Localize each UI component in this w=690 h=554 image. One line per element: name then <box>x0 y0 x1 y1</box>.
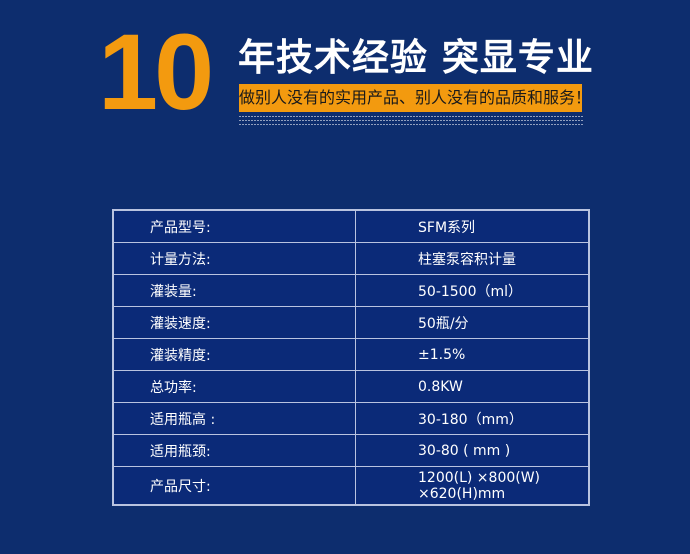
headline: 年技术经验 突显专业 <box>238 36 594 79</box>
spec-row: 产品尺寸: 1200(L) ×800(W) ×620(H)mm <box>112 466 590 506</box>
decorative-fine-text <box>239 116 584 128</box>
spec-label: 灌装量: <box>112 274 356 307</box>
spec-value: 30-80 ( mm ) <box>355 434 590 467</box>
spec-row: 灌装量: 50-1500（ml） <box>112 274 590 307</box>
spec-value: 50瓶/分 <box>355 306 590 339</box>
slogan-banner: 做别人没有的实用产品、别人没有的品质和服务！ <box>239 84 591 112</box>
spec-label: 灌装速度: <box>112 306 356 339</box>
spec-label: 总功率: <box>112 370 356 403</box>
spec-value: SFM系列 <box>355 209 590 243</box>
spec-row: 计量方法: 柱塞泵容积计量 <box>112 242 590 275</box>
spec-row: 适用瓶高 :30-180（mm） <box>112 402 590 435</box>
years-number: 10 <box>98 11 214 132</box>
spec-label: 适用瓶高 : <box>112 402 356 435</box>
spec-row: 灌装精度: ±1.5% <box>112 338 590 371</box>
spec-label: 灌装精度: <box>112 338 356 371</box>
spec-table: 产品型号: SFM系列 计量方法: 柱塞泵容积计量 灌装量: 50-1500（ml） 灌装速… <box>112 209 590 506</box>
spec-value: 0.8KW <box>355 370 590 403</box>
spec-label: 产品尺寸: <box>112 466 356 506</box>
spec-value: 30-180（mm） <box>355 402 590 435</box>
spec-row: 总功率: 0.8KW <box>112 370 590 403</box>
spec-label: 产品型号: <box>112 209 356 243</box>
spec-value: 1200(L) ×800(W) ×620(H)mm <box>355 466 590 506</box>
spec-row: 适用瓶颈: 30-80 ( mm ) <box>112 434 590 467</box>
spec-row: 产品型号: SFM系列 <box>112 209 590 243</box>
spec-label: 适用瓶颈: <box>112 434 356 467</box>
spec-value: 50-1500（ml） <box>355 274 590 307</box>
spec-value: ±1.5% <box>355 338 590 371</box>
spec-value: 柱塞泵容积计量 <box>355 242 590 275</box>
spec-row: 灌装速度: 50瓶/分 <box>112 306 590 339</box>
spec-label: 计量方法: <box>112 242 356 275</box>
